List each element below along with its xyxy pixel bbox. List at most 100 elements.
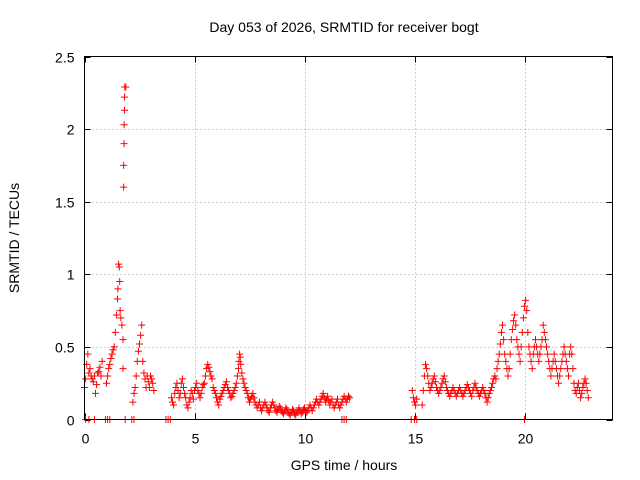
data-point — [209, 384, 217, 392]
data-point — [200, 379, 208, 387]
data-point — [114, 285, 122, 293]
data-point — [84, 350, 92, 358]
data-point — [98, 357, 106, 365]
data-point — [232, 379, 240, 387]
data-point — [541, 336, 549, 344]
data-point — [132, 372, 140, 380]
data-point — [523, 307, 531, 315]
data-point — [569, 365, 577, 373]
axis-ticks — [84, 56, 613, 421]
data-point — [577, 394, 585, 402]
data-point — [565, 372, 572, 380]
data-point — [108, 350, 116, 358]
data-point — [446, 392, 454, 400]
data-point — [472, 384, 480, 392]
data-point — [438, 379, 446, 387]
data-point — [92, 389, 99, 397]
data-point — [258, 407, 266, 415]
data-point — [504, 372, 512, 380]
data-point — [500, 336, 508, 344]
data-point — [93, 381, 101, 389]
data-point — [441, 378, 449, 386]
data-point — [292, 411, 300, 419]
data-point — [419, 386, 427, 394]
x-tick-label: 10 — [298, 431, 314, 447]
data-point — [90, 372, 98, 380]
data-point — [216, 395, 224, 403]
data-point — [144, 378, 152, 386]
data-point — [218, 389, 226, 397]
data-point — [167, 394, 175, 402]
data-point — [319, 389, 327, 397]
y-tick-label: 1.5 — [55, 195, 75, 211]
data-point — [185, 398, 193, 406]
data-point — [494, 357, 502, 365]
data-point — [516, 357, 524, 365]
data-point — [120, 140, 128, 148]
data-point — [510, 317, 517, 325]
x-axis-label: GPS time / hours — [291, 457, 398, 473]
data-point — [239, 375, 247, 383]
data-point — [120, 121, 128, 129]
data-point — [204, 360, 212, 368]
data-point — [117, 314, 125, 322]
data-point — [238, 369, 246, 377]
data-point — [231, 384, 239, 392]
data-point — [582, 379, 590, 387]
data-point — [499, 321, 506, 329]
data-point — [114, 295, 121, 303]
data-point — [193, 379, 201, 387]
data-point — [115, 260, 123, 268]
data-point — [489, 379, 497, 387]
data-point — [515, 350, 523, 358]
data-point — [547, 372, 555, 380]
data-point — [119, 336, 127, 344]
x-tick-label: 20 — [518, 431, 534, 447]
data-point — [199, 381, 207, 389]
data-point — [169, 398, 176, 406]
data-point — [97, 372, 105, 380]
data-point — [103, 379, 110, 387]
data-point — [121, 93, 129, 101]
data-point — [106, 360, 114, 368]
data-point — [511, 311, 519, 319]
data-point — [497, 328, 505, 336]
data-point — [449, 384, 457, 392]
data-point — [205, 363, 213, 371]
data-point — [120, 183, 128, 191]
data-point — [460, 389, 468, 397]
data-point — [430, 372, 438, 380]
data-point — [181, 389, 189, 397]
data-point — [148, 375, 156, 383]
data-point — [532, 336, 539, 344]
data-point — [270, 401, 278, 409]
data-point — [408, 386, 416, 394]
data-point — [119, 365, 127, 373]
chart-title: Day 053 of 2026, SRMTID for receiver bog… — [209, 19, 478, 35]
data-point — [485, 389, 493, 397]
data-point — [540, 328, 548, 336]
data-point — [297, 410, 305, 418]
data-point — [96, 363, 104, 371]
data-point — [426, 386, 434, 394]
data-point — [150, 386, 158, 394]
data-point — [456, 384, 464, 392]
data-point — [136, 340, 143, 348]
data-point — [138, 321, 146, 329]
data-point — [111, 328, 119, 336]
data-point — [562, 357, 570, 365]
data-point — [282, 404, 290, 412]
data-point — [345, 392, 352, 400]
data-point — [336, 404, 344, 412]
data-point — [567, 343, 575, 351]
data-point — [130, 389, 138, 397]
data-point — [217, 392, 225, 400]
data-point — [210, 386, 218, 394]
data-point — [288, 405, 296, 413]
data-point — [418, 401, 426, 409]
data-point — [213, 394, 220, 402]
y-tick-label: 2.5 — [55, 50, 75, 66]
x-tick-label: 5 — [192, 431, 200, 447]
data-point — [435, 389, 443, 397]
